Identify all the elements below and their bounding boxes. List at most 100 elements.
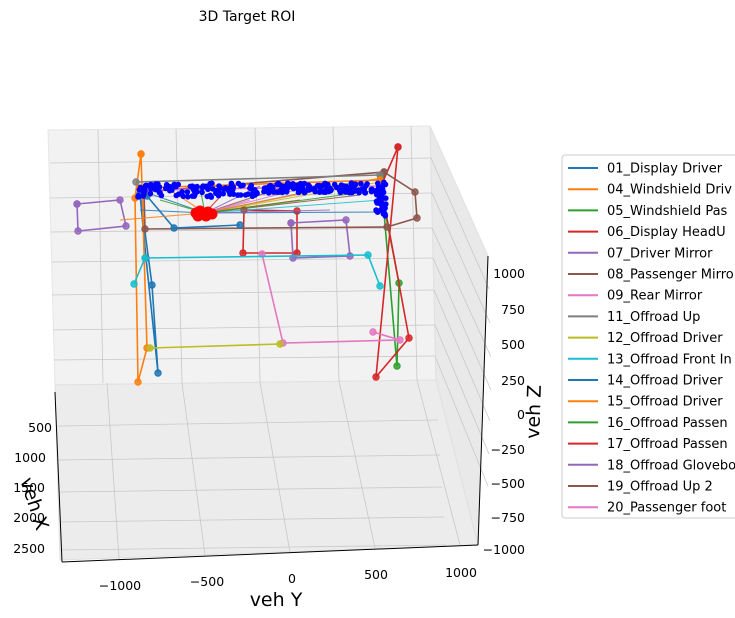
gaze-point [199, 190, 205, 196]
gaze-point [172, 182, 178, 188]
gaze-point [207, 181, 213, 187]
gaze-point [185, 194, 191, 200]
roi-vertex [135, 379, 141, 385]
gaze-point [363, 190, 369, 196]
gaze-point [363, 183, 369, 189]
gaze-point [381, 190, 387, 196]
gaze-point [159, 193, 165, 199]
z-tick-label: 1000 [493, 266, 525, 281]
roi-vertex [397, 337, 403, 343]
roi-vertex [75, 228, 81, 234]
gaze-point [356, 190, 362, 196]
x-tick-label: 2500 [13, 541, 45, 556]
gaze-point [308, 186, 314, 192]
gaze-point [349, 180, 355, 186]
x-tick-label: 500 [28, 420, 52, 435]
roi-vertex [377, 283, 383, 289]
roi-vertex [343, 217, 349, 223]
legend-entry: 12_Offroad Driver [607, 331, 723, 346]
legend-entry: 07_Driver Mirror [607, 246, 713, 261]
gaze-point [339, 182, 345, 188]
y-tick-label: 500 [364, 567, 388, 582]
legend-entry: 17_Offroad Passen [607, 437, 728, 452]
gaze-point [216, 183, 222, 189]
z-tick-label: −750 [491, 510, 525, 525]
z-tick-label: −250 [491, 442, 525, 457]
gaze-point [383, 195, 389, 201]
legend-entry: 11_Offroad Up [607, 310, 700, 325]
gaze-point [270, 186, 276, 192]
roi-vertex [370, 329, 376, 335]
gaze-point [358, 181, 364, 187]
legend: 01_Display Driver 04_Windshield Driv 05_Wi… [562, 155, 735, 518]
gaze-point [283, 185, 289, 191]
z-tick-label: 500 [501, 337, 525, 352]
roi-vertex [142, 226, 148, 232]
gaze-point [301, 189, 307, 195]
eye-point [201, 211, 212, 222]
roi-vertex [414, 215, 420, 221]
gaze-point [238, 183, 244, 189]
gaze-point [322, 181, 328, 187]
legend-entry: 18_Offroad Glovebo [607, 458, 735, 473]
gaze-point [136, 193, 142, 199]
roi-vertex [406, 335, 412, 341]
roi-vertex [131, 281, 137, 287]
z-tick-label: −500 [491, 476, 525, 491]
gaze-point [208, 193, 214, 199]
roi-vertex [373, 374, 379, 380]
roi-vertex [133, 179, 139, 185]
gaze-point [383, 213, 389, 219]
gaze-point [318, 188, 324, 194]
legend-entry: 16_Offroad Passen [607, 416, 728, 431]
roi-vertex [123, 223, 129, 229]
floor-pane [55, 380, 478, 560]
legend-entry: 06_Display HeadU [607, 225, 726, 240]
gaze-point [374, 200, 380, 206]
gaze-point [289, 183, 295, 189]
legend-entry: 01_Display Driver [607, 162, 723, 177]
gaze-point [379, 204, 385, 210]
gaze-point [278, 188, 284, 194]
gaze-point [191, 188, 197, 194]
gaze-point [317, 183, 323, 189]
roi-vertex [117, 197, 123, 203]
gaze-point [262, 185, 268, 191]
gaze-point [144, 183, 150, 189]
gaze-point [252, 192, 258, 198]
z-tick-label: −1000 [483, 542, 525, 557]
roi-vertex [288, 220, 294, 226]
roi-vertex [171, 225, 177, 231]
gaze-point [346, 186, 352, 192]
roi-vertex [237, 222, 243, 228]
x-tick-label: 1000 [14, 450, 46, 465]
roi-vertex [149, 282, 155, 288]
legend-entry: 04_Windshield Driv [607, 183, 732, 198]
gaze-point [174, 193, 180, 199]
gaze-point [245, 191, 251, 197]
roi-vertex [240, 250, 246, 256]
roi-vertex [155, 370, 161, 376]
gaze-point [376, 193, 382, 199]
roi-vertex [394, 363, 400, 369]
legend-entry: 05_Windshield Pas [607, 204, 728, 219]
legend-entry: 19_Offroad Up 2 [607, 480, 713, 495]
legend-entry: 14_Offroad Driver [607, 374, 723, 389]
gaze-point [235, 192, 241, 198]
gaze-point [375, 181, 381, 187]
gaze-point [247, 185, 253, 191]
y-tick-label: −500 [190, 574, 224, 589]
z-tick-label: 750 [501, 302, 525, 317]
roi-vertex [142, 255, 148, 261]
legend-entry: 13_Offroad Front In [607, 352, 732, 367]
gaze-point [296, 190, 302, 196]
gaze-point [375, 209, 381, 215]
gaze-point [229, 182, 235, 188]
z-tick-label: 250 [501, 373, 525, 388]
gaze-point [230, 187, 236, 193]
legend-entry: 20_Passenger foot [607, 501, 726, 516]
roi-vertex [74, 201, 80, 207]
legend-entry: 09_Rear Mirror [607, 289, 703, 304]
gaze-point [200, 185, 206, 191]
roi-vertex [384, 224, 390, 230]
